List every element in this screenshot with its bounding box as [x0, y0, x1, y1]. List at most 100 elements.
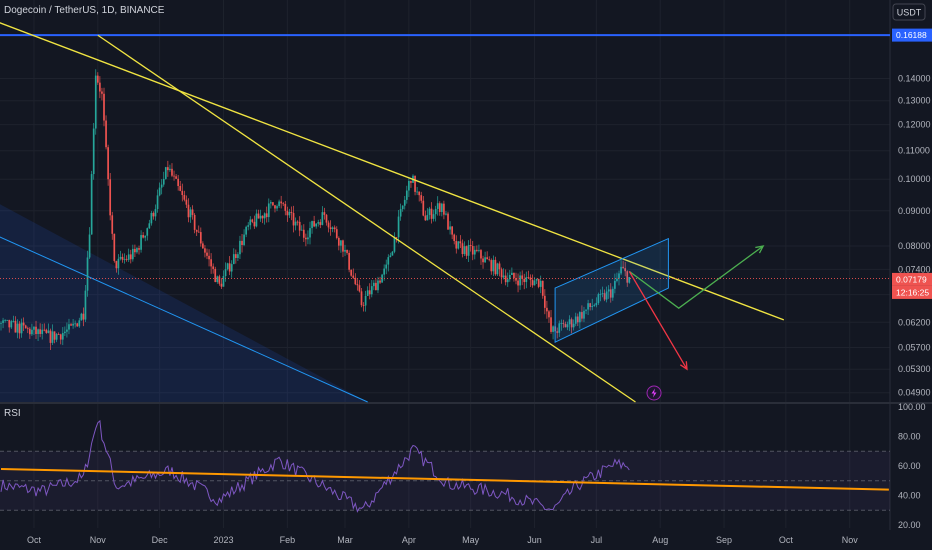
- candle-body: [307, 237, 309, 240]
- candle-body: [609, 289, 612, 298]
- candle-body: [500, 269, 503, 278]
- rsi-trendline: [0, 467, 889, 491]
- rsi-title: RSI: [4, 408, 21, 419]
- candle-body: [546, 307, 548, 312]
- candle-body: [206, 252, 208, 256]
- candle-body: [220, 283, 223, 287]
- candle-body: [315, 223, 318, 227]
- candle-body: [103, 93, 105, 121]
- candle-body: [513, 272, 515, 279]
- candle-body: [265, 213, 268, 218]
- candle-body: [430, 208, 433, 219]
- candle-body: [443, 203, 445, 215]
- green-arrow-head: [755, 245, 765, 254]
- candle-body: [366, 290, 369, 296]
- candle-body: [212, 266, 215, 269]
- candle-body: [302, 229, 305, 238]
- price-tick-label: 0.12000: [898, 120, 931, 130]
- candle-body: [109, 179, 112, 216]
- candle-body: [533, 280, 536, 286]
- candle-body: [24, 325, 27, 329]
- candle-body: [346, 249, 348, 253]
- time-tick-label: Jul: [591, 535, 603, 545]
- candle-body: [96, 75, 99, 83]
- candle-body: [267, 203, 270, 218]
- candle-body: [140, 235, 142, 250]
- price-axis[interactable]: 0.14000 0.13000 0.12000 0.11000 0.10000 0.090…: [892, 28, 932, 530]
- candle-body: [399, 209, 402, 217]
- candle-body: [276, 206, 278, 209]
- candle-body: [294, 221, 297, 226]
- candle-body: [167, 167, 169, 171]
- candle-body: [616, 278, 618, 281]
- candle-body: [319, 222, 322, 225]
- candle-body: [121, 256, 124, 260]
- candle-body: [150, 212, 153, 224]
- candle-body: [218, 276, 221, 284]
- candle-body: [146, 228, 149, 236]
- candle-body: [535, 278, 538, 281]
- candle-body: [68, 324, 70, 330]
- candle-body: [20, 322, 23, 334]
- candle-body: [222, 275, 225, 287]
- price-tick-label: 0.07400: [898, 264, 931, 274]
- candles[interactable]: [0, 69, 631, 350]
- candle-body: [191, 209, 194, 215]
- candle-body: [465, 246, 468, 256]
- candle-body: [2, 320, 4, 323]
- candle-body: [272, 202, 274, 206]
- candle-body: [296, 221, 299, 223]
- price-tick-label: 0.11000: [898, 146, 930, 156]
- drawings-background: [0, 204, 368, 403]
- green-arrow: [628, 245, 764, 309]
- time-tick-label: Nov: [842, 535, 859, 545]
- price-tick-label: 0.10000: [898, 174, 931, 184]
- time-tick-label: Nov: [90, 535, 107, 545]
- candle-body: [208, 255, 210, 260]
- candle-body: [385, 264, 388, 269]
- candle-body: [270, 202, 272, 204]
- candle-body: [515, 278, 517, 281]
- candle-body: [280, 201, 283, 204]
- resistance-badge: [892, 28, 932, 42]
- candle-body: [511, 272, 513, 275]
- candle-body: [564, 324, 567, 328]
- candle-body: [41, 329, 44, 334]
- candle-body: [134, 248, 136, 253]
- candle-body: [214, 268, 217, 283]
- candle-body: [70, 324, 72, 326]
- candle-body: [80, 313, 83, 321]
- candle-body: [234, 254, 237, 259]
- candle-body: [453, 234, 456, 242]
- candle-body: [364, 295, 367, 306]
- grid: [0, 0, 932, 530]
- candle-body: [169, 168, 171, 171]
- drawings[interactable]: [0, 0, 890, 403]
- time-axis[interactable]: Oct Nov Dec 2023 Feb Mar Apr May Jun Jul Aug Sep Oct…: [27, 535, 858, 545]
- lightning-glyph: [651, 388, 657, 398]
- candle-body: [8, 319, 11, 328]
- currency-button[interactable]: USDT: [892, 3, 926, 21]
- candle-body: [543, 295, 546, 308]
- candle-body: [284, 203, 287, 211]
- candle-body: [548, 311, 550, 318]
- candle-body: [16, 323, 19, 333]
- candle-body: [82, 313, 85, 320]
- candle-body: [486, 257, 489, 260]
- candle-body: [123, 258, 126, 260]
- time-tick-label: Oct: [27, 535, 42, 545]
- candle-body: [26, 328, 29, 330]
- candle-body: [576, 316, 579, 323]
- time-tick-label: Dec: [152, 535, 169, 545]
- candle-body: [579, 312, 581, 323]
- candle-body: [401, 205, 404, 210]
- candle-body: [92, 128, 95, 175]
- candle-body: [261, 215, 264, 219]
- candle-body: [72, 323, 74, 326]
- candle-body: [148, 223, 151, 229]
- candle-body: [440, 203, 443, 212]
- candle-body: [239, 240, 241, 255]
- candle-body: [101, 91, 103, 94]
- candle-body: [84, 290, 87, 320]
